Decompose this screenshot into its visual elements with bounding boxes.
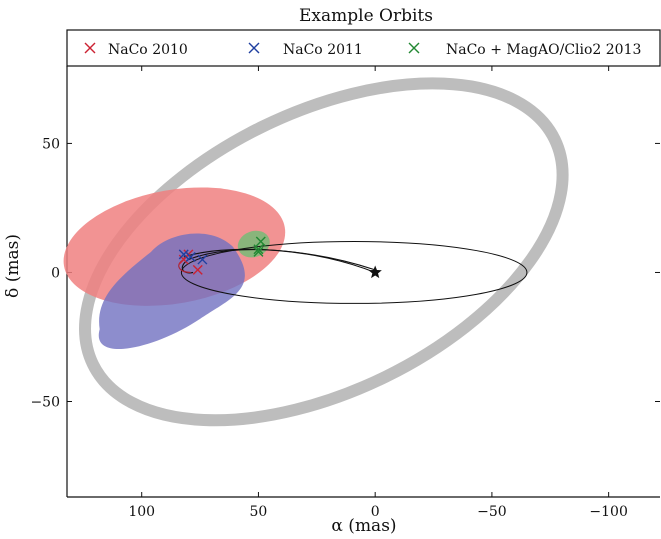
chart-title: Example Orbits <box>299 6 433 26</box>
marker-stroke <box>185 251 196 262</box>
orbit-arc <box>183 248 376 271</box>
data-point-2 <box>255 236 266 247</box>
legend-marker-1 <box>248 42 260 54</box>
y-tick-label: −50 <box>30 395 60 411</box>
host-star-marker <box>368 265 382 279</box>
x-axis-label: α (mas) <box>331 516 396 536</box>
marker-stroke <box>192 264 203 275</box>
orbit-wide <box>79 77 569 427</box>
x-tick-label: 50 <box>250 504 268 520</box>
marker-stroke <box>255 236 266 247</box>
data-point-2 <box>253 244 264 255</box>
legend: NaCo 2010 NaCo 2011 NaCo + MagAO/Clio2 201… <box>66 29 661 67</box>
legend-marker-2 <box>408 42 420 54</box>
data-point-2 <box>253 246 264 257</box>
uncertainty-region-2011 <box>98 233 245 350</box>
orbit-narrow <box>180 240 528 304</box>
y-tick-label: 50 <box>42 136 60 152</box>
x-tick-label: 0 <box>371 504 380 520</box>
x-tick-label: −100 <box>589 504 627 520</box>
legend-label-0: NaCo 2010 <box>108 42 188 58</box>
y-axis-label: δ (mas) <box>3 234 23 298</box>
marker-stroke <box>253 244 264 255</box>
legend-label-2: NaCo + MagAO/Clio2 2013 <box>446 42 641 58</box>
marker-stroke <box>408 42 420 54</box>
y-tick-label: 0 <box>51 265 60 281</box>
x-tick-label: 100 <box>128 504 155 520</box>
plot-area: 100 50 0 −50 −100 50 0 −50 <box>30 66 660 520</box>
data-point-1 <box>185 251 196 262</box>
marker-stroke <box>197 254 208 265</box>
legend-label-1: NaCo 2011 <box>283 42 363 58</box>
marker-stroke <box>253 246 264 257</box>
data-point-1 <box>197 254 208 265</box>
legend-marker-0 <box>84 42 96 54</box>
x-tick-label: −50 <box>477 504 507 520</box>
marker-stroke <box>178 249 189 260</box>
legend-box <box>66 29 661 67</box>
data-point-1 <box>178 249 189 260</box>
data-point-0 <box>192 264 203 275</box>
uncertainty-region-2013 <box>237 230 270 258</box>
marker-stroke <box>84 42 96 54</box>
marker-stroke <box>248 42 260 54</box>
